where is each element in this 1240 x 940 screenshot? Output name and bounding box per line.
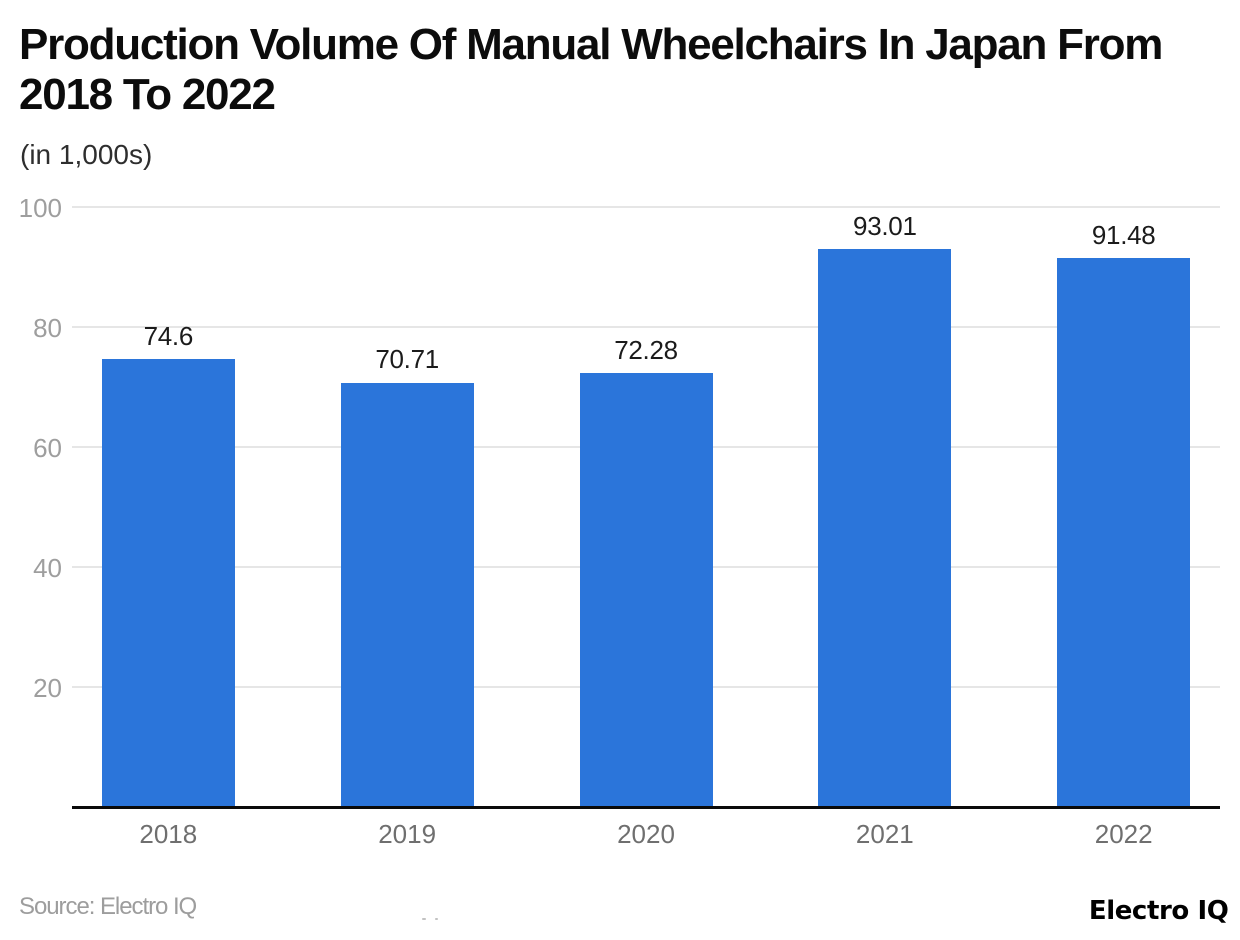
chart-subtitle: (in 1,000s) [20, 139, 153, 170]
bar-value-label: 91.48 [1091, 219, 1156, 250]
brand-logo: Electro IQ [1088, 896, 1229, 927]
gridline [72, 326, 1220, 328]
x-tick-label: 2018 [139, 818, 198, 849]
x-tick-label: 2022 [1094, 818, 1153, 849]
x-tick-label: 2020 [617, 818, 675, 849]
bar-value-label: 74.6 [143, 321, 194, 352]
y-tick-label: 40 [33, 552, 62, 583]
y-tick-label: 100 [18, 192, 62, 223]
bar-value-label: 93.01 [853, 210, 917, 241]
source-note: Source: Electro IQ [19, 892, 197, 920]
gridline [72, 206, 1220, 208]
bar-value-label: 70.71 [375, 344, 439, 375]
bar [340, 382, 474, 807]
y-tick-label: 60 [33, 432, 62, 463]
bar [101, 359, 235, 807]
x-tick-label: 2019 [378, 818, 437, 849]
bar [579, 373, 713, 807]
y-tick-label: 80 [33, 312, 62, 343]
chart-title: Production Volume Of Manual Wheelchairs … [19, 20, 1163, 119]
x-axis-line [71, 806, 1220, 809]
bar-value-label: 72.28 [614, 335, 678, 366]
bar [818, 248, 952, 807]
y-tick-label: 20 [33, 672, 62, 703]
stray-mark-left [422, 917, 426, 920]
stray-mark-right [434, 917, 438, 920]
bar [1057, 258, 1191, 807]
x-tick-label: 2021 [855, 818, 914, 849]
